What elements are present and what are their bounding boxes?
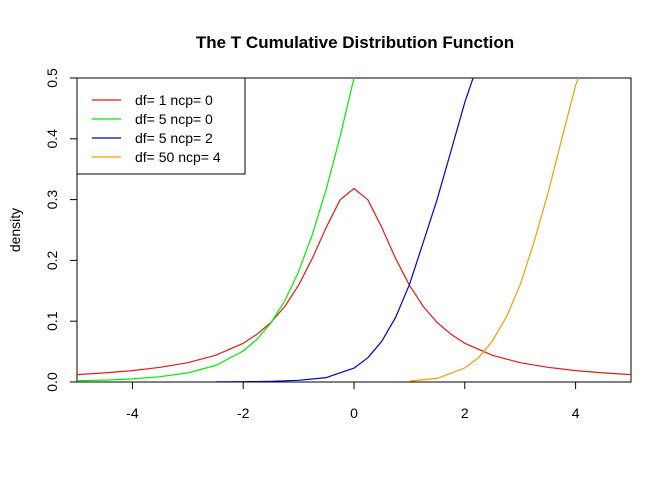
y-tick-label: 0.1 <box>44 311 60 331</box>
x-axis: -4 -2 0 2 4 <box>126 381 580 421</box>
x-tick-label: 0 <box>350 405 358 421</box>
y-tick-label: 0.3 <box>44 190 60 210</box>
legend: df= 1 ncp= 0 df= 5 ncp= 0 df= 5 ncp= 2 df= … <box>76 77 246 175</box>
legend-label: df= 50 ncp= 4 <box>135 149 221 165</box>
legend-label: df= 5 ncp= 2 <box>135 130 213 146</box>
series-line-4 <box>409 78 579 382</box>
y-tick-label: 0.4 <box>44 129 60 149</box>
chart-title: The T Cumulative Distribution Function <box>196 33 514 52</box>
legend-label: df= 1 ncp= 0 <box>135 92 213 108</box>
y-tick-label: 0.5 <box>44 68 60 88</box>
series-line-1 <box>77 187 631 376</box>
x-tick-label: -4 <box>126 405 139 421</box>
x-tick-label: 2 <box>461 405 469 421</box>
x-tick-label: -2 <box>237 405 250 421</box>
series-line-3 <box>215 78 474 382</box>
series-line-2 <box>77 78 355 382</box>
y-tick-label: 0.2 <box>44 250 60 270</box>
series-layer <box>77 78 631 382</box>
legend-label: df= 5 ncp= 0 <box>135 111 213 127</box>
y-axis: 0.0 0.1 0.2 0.3 0.4 0.5 <box>44 68 78 392</box>
y-axis-label: density <box>7 208 23 252</box>
legend-box <box>76 77 246 175</box>
y-tick-label: 0.0 <box>44 372 60 392</box>
x-tick-label: 4 <box>572 405 580 421</box>
